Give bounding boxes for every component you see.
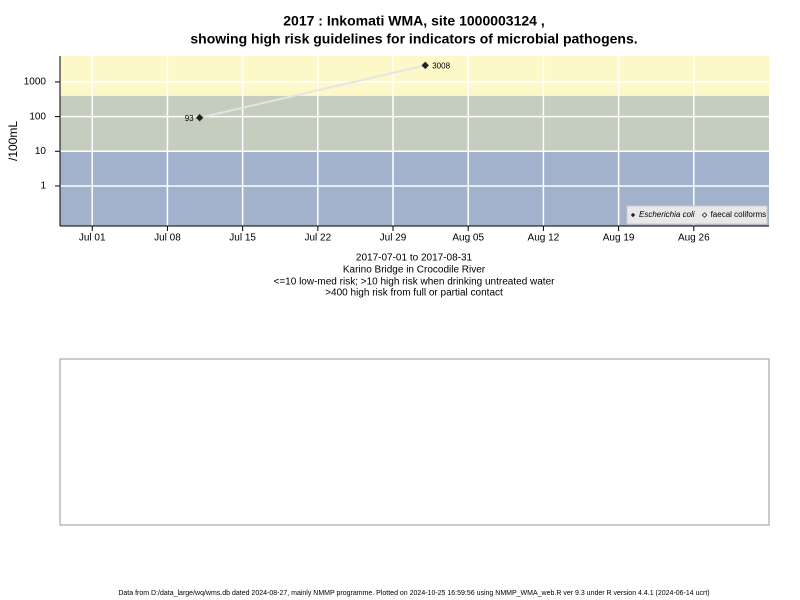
x-tick-label: Jul 29	[380, 233, 407, 244]
x-tick-label: Aug 12	[528, 233, 560, 244]
data-label: 93	[185, 114, 194, 123]
y-tick-label: 1000	[24, 77, 47, 88]
x-tick-label: Jul 08	[154, 233, 181, 244]
x-axis-label: >400 high risk from full or partial cont…	[325, 288, 503, 299]
risk-band	[60, 56, 769, 96]
risk-band	[60, 95, 769, 152]
x-axis-label: <=10 low-med risk; >10 high risk when dr…	[274, 277, 556, 288]
y-tick-label: 1	[40, 181, 46, 192]
x-tick-label: Jul 15	[229, 233, 256, 244]
x-tick-label: Aug 05	[452, 233, 484, 244]
legend-marker	[701, 212, 708, 218]
x-axis-label: Karino Bridge in Crocodile River	[343, 265, 486, 276]
x-tick-label: Jul 01	[79, 233, 106, 244]
y-tick-label: 100	[29, 111, 46, 122]
x-axis-label: 2017-07-01 to 2017-08-31	[356, 253, 473, 264]
series-line	[199, 64, 426, 119]
x-tick-label: Aug 19	[603, 233, 635, 244]
chart-title: 2017 : Inkomati WMA, site 1000003124 ,	[283, 13, 544, 29]
x-tick-label: Aug 26	[678, 233, 710, 244]
data-point	[195, 113, 204, 122]
x-tick-label: Jul 22	[304, 233, 331, 244]
data-point	[421, 61, 429, 70]
y-axis-label: /100mL	[6, 121, 20, 161]
legend-label: faecal coliforms	[711, 210, 767, 219]
y-tick-label: 10	[35, 146, 47, 157]
legend-marker	[630, 212, 636, 218]
data-label: 3008	[432, 61, 450, 70]
legend-box	[626, 205, 768, 225]
empty-panel	[59, 358, 770, 526]
chart-title: showing high risk guidelines for indicat…	[190, 31, 637, 47]
legend-label: Escherichia coli	[639, 210, 695, 219]
footer: Data from D:/data_large/wq/wms.db dated …	[118, 590, 709, 597]
